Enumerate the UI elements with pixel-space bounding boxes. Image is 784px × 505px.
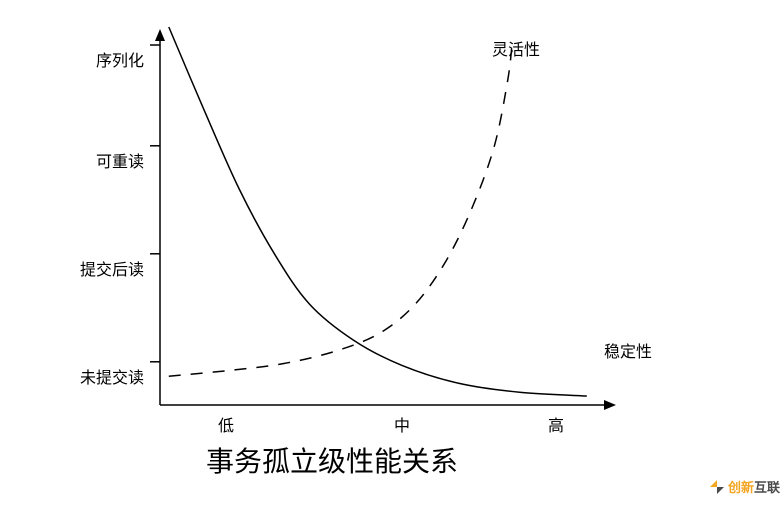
- logo-text-a: 创新: [728, 477, 754, 496]
- logo-icon: [708, 478, 726, 496]
- y-tick-label-0: 序列化: [96, 47, 144, 71]
- x-tick-label-2: 高: [536, 412, 576, 436]
- y-tick-label-1: 可重读: [96, 148, 144, 172]
- brand-logo: 创新互联: [708, 477, 780, 496]
- x-tick-label-1: 中: [382, 412, 422, 436]
- chart-title: 事务孤立级性能关系: [0, 440, 724, 480]
- x-tick-label-0: 低: [206, 412, 246, 436]
- y-tick-label-2: 提交后读: [80, 256, 144, 280]
- y-tick-label-3: 未提交读: [80, 364, 144, 388]
- series-label-flexibility: 灵活性: [492, 36, 540, 60]
- series-label-stability: 稳定性: [604, 338, 652, 362]
- chart-container: 序列化 可重读 提交后读 未提交读 低 中 高 稳定性 灵活性 事务孤立级性能关…: [0, 0, 784, 500]
- logo-text-b: 互联: [754, 477, 780, 496]
